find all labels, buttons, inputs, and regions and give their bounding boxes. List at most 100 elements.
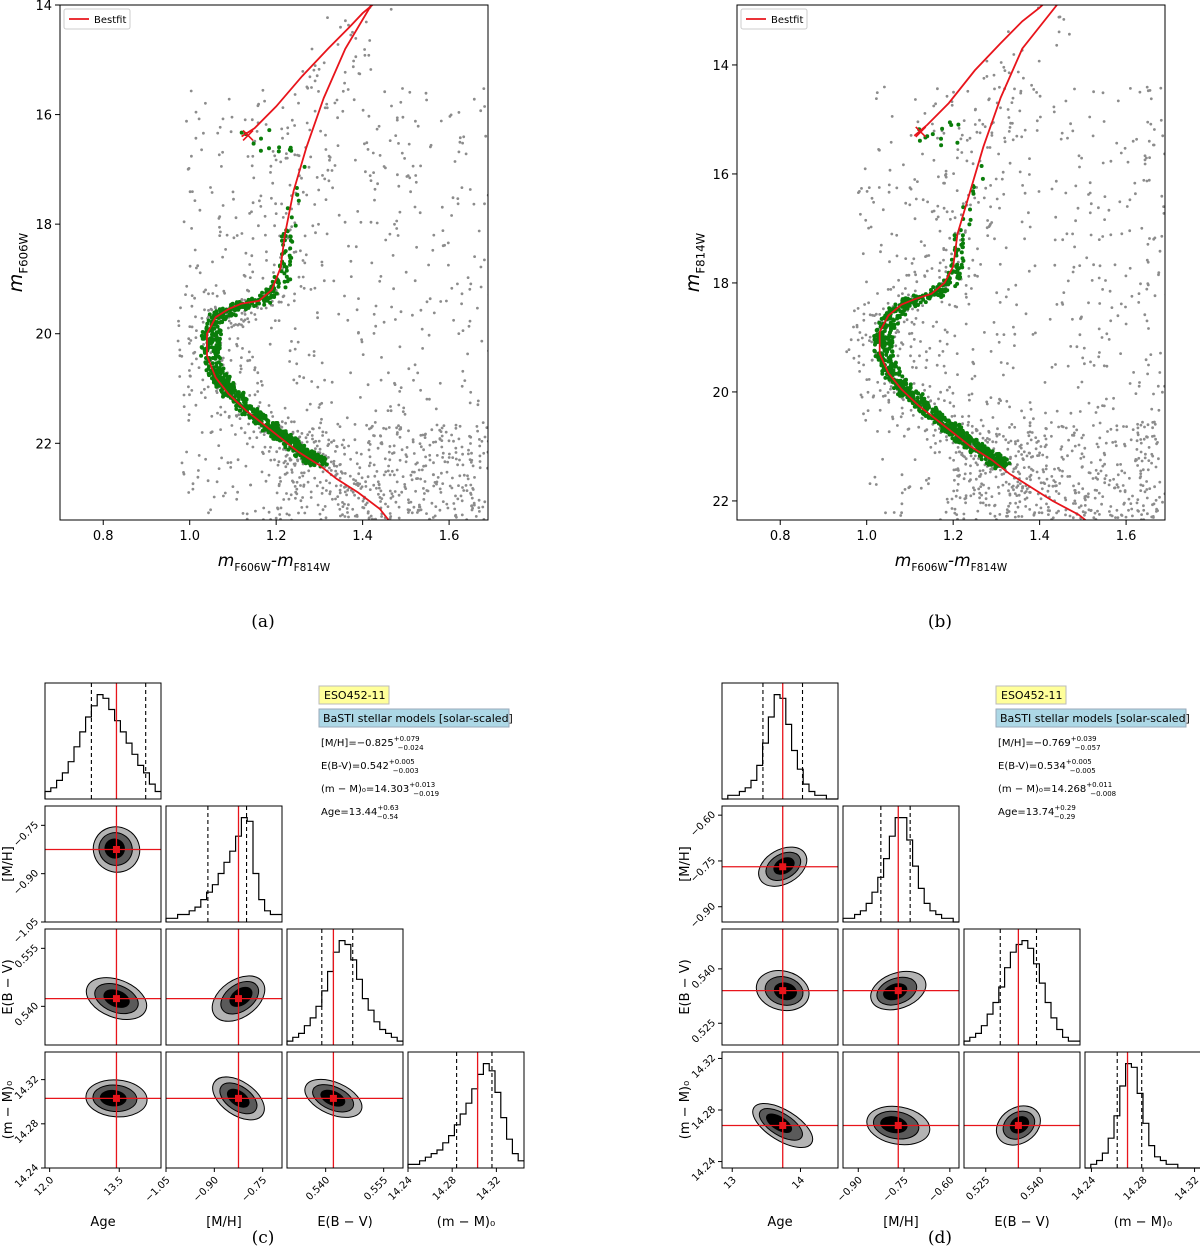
field-star [938, 339, 942, 343]
field-star [409, 190, 412, 194]
field-star [422, 487, 425, 490]
field-star [1000, 473, 1004, 476]
field-star [1101, 495, 1105, 498]
x-tick-label: 0.8 [93, 529, 114, 544]
field-star [209, 186, 212, 189]
member-star [955, 140, 960, 145]
object-badge: ESO452-11 [318, 685, 390, 705]
field-star [1021, 184, 1024, 187]
field-star [1059, 447, 1063, 451]
field-star [473, 503, 476, 507]
field-star [976, 509, 980, 513]
field-star [187, 337, 191, 340]
field-star [1142, 178, 1146, 182]
field-star [984, 186, 988, 190]
field-star [1135, 439, 1139, 443]
field-star [236, 490, 240, 494]
field-star [283, 406, 287, 410]
field-star [1139, 475, 1143, 478]
field-star [353, 423, 357, 426]
field-star [847, 348, 851, 351]
field-star [468, 401, 472, 405]
field-star [1017, 493, 1021, 497]
field-star [262, 433, 266, 436]
field-star [1123, 471, 1127, 475]
member-star [293, 453, 297, 458]
field-star [404, 460, 408, 464]
field-star [1143, 154, 1147, 158]
field-star [240, 318, 243, 321]
field-star [441, 482, 445, 485]
field-star [1130, 294, 1134, 298]
field-star [182, 471, 185, 474]
field-star [1159, 118, 1163, 122]
field-star [253, 368, 256, 372]
field-star [963, 231, 967, 234]
field-star [1139, 472, 1143, 475]
field-star [178, 375, 182, 378]
field-star [1161, 390, 1164, 394]
field-star [1080, 156, 1083, 160]
field-star [945, 388, 949, 392]
field-star [894, 331, 898, 334]
field-star [416, 124, 420, 128]
field-star [305, 121, 309, 125]
field-star [1007, 482, 1011, 486]
field-star [1157, 273, 1160, 277]
field-star [1028, 173, 1031, 176]
field-star [472, 202, 476, 206]
field-star [1104, 474, 1108, 477]
member-star [908, 385, 913, 390]
field-star [1020, 135, 1024, 139]
object-badge-box [318, 685, 390, 705]
field-star [185, 284, 189, 288]
field-star [397, 142, 400, 145]
fit-result: [M/H]=−0.825+0.079 −0.024 [321, 735, 424, 752]
field-star [1085, 256, 1089, 260]
field-star [953, 507, 957, 511]
field-star [1045, 427, 1048, 431]
field-star [461, 463, 465, 467]
field-star [933, 402, 936, 406]
field-star [1161, 500, 1164, 504]
field-star [998, 301, 1002, 304]
field-star [428, 458, 432, 462]
field-star [948, 236, 952, 240]
field-star [1051, 484, 1055, 488]
field-star [978, 118, 981, 122]
field-star [1082, 346, 1086, 350]
member-star [917, 138, 922, 143]
caption-d: (d) [928, 1228, 952, 1248]
field-star [400, 490, 404, 494]
field-star [1045, 455, 1049, 459]
member-star [956, 247, 961, 252]
field-star [1024, 312, 1028, 316]
field-star [367, 53, 371, 57]
field-star [229, 359, 233, 362]
field-star [472, 97, 476, 101]
field-star [990, 495, 994, 498]
field-star [284, 454, 288, 458]
field-star [866, 409, 870, 412]
field-star [399, 100, 403, 104]
fit-result: Age=13.74+0.29 −0.29 [998, 804, 1076, 821]
field-star [452, 439, 455, 443]
field-star [330, 169, 334, 172]
field-star [1060, 131, 1064, 135]
field-star [286, 132, 290, 136]
field-star [343, 294, 346, 298]
field-star [908, 186, 912, 190]
field-star [1146, 468, 1150, 472]
field-star [251, 201, 255, 205]
field-star [270, 196, 273, 200]
field-star [454, 494, 457, 498]
member-star [230, 301, 235, 306]
field-star [473, 255, 476, 258]
member-star [959, 432, 964, 437]
field-star [295, 487, 299, 491]
field-star [961, 202, 965, 206]
field-star [972, 362, 976, 366]
field-star [1023, 128, 1027, 132]
field-star [865, 378, 869, 381]
field-star [870, 196, 874, 200]
